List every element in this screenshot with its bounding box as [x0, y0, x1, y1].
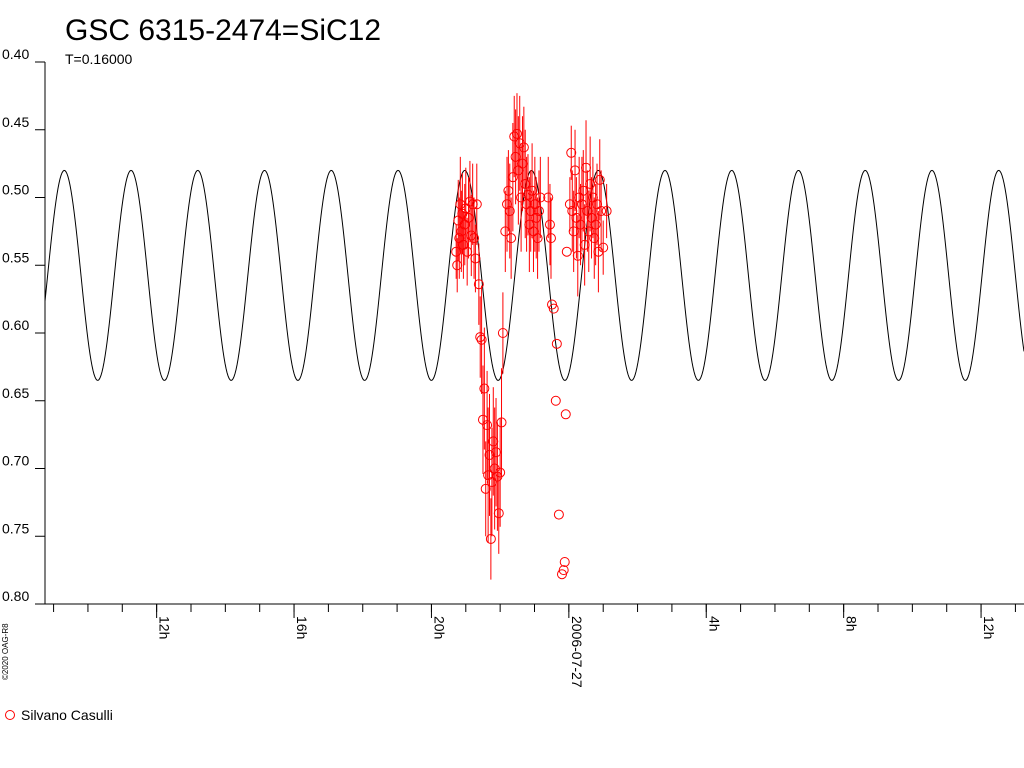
data-point — [544, 219, 555, 230]
data-point — [511, 128, 522, 139]
data-point — [479, 383, 490, 394]
data-point — [480, 483, 491, 494]
chart-title: GSC 6315-2474=SiC12 — [65, 14, 381, 47]
y-tick-label: 0.75 — [2, 520, 29, 536]
data-point — [594, 174, 605, 185]
data-point — [497, 328, 508, 338]
x-tick-label: 4h — [706, 616, 722, 632]
data-point — [484, 449, 495, 460]
data-point — [535, 192, 546, 203]
data-point — [493, 508, 504, 519]
data-point — [572, 250, 583, 261]
data-point — [518, 142, 529, 153]
x-tick-label: 8h — [844, 616, 860, 632]
data-point — [482, 420, 493, 431]
data-point — [504, 206, 515, 217]
data-point — [533, 206, 544, 217]
copyright: ©2020 OAG-R8 — [1, 623, 10, 680]
data-point — [543, 192, 554, 203]
data-point — [545, 233, 556, 244]
y-tick-label: 0.45 — [2, 114, 29, 130]
x-tick-label: 2006-07-27 — [569, 616, 585, 688]
data-point — [598, 242, 609, 253]
y-tick-label: 0.55 — [2, 249, 29, 265]
legend-marker — [5, 710, 15, 720]
data-point — [507, 172, 518, 183]
data-point — [506, 233, 517, 244]
x-tick-label: 16h — [294, 616, 310, 639]
data-point — [585, 178, 596, 189]
y-tick-label: 0.65 — [2, 385, 29, 401]
y-tick-label: 0.80 — [2, 588, 29, 604]
y-tick-label: 0.70 — [2, 453, 29, 469]
data-point — [469, 233, 480, 244]
data-point — [550, 395, 561, 406]
data-point — [476, 334, 487, 345]
data-point — [496, 417, 507, 428]
x-tick-label: 12h — [157, 616, 173, 639]
data-point — [532, 233, 543, 244]
data-point — [564, 199, 575, 210]
data-point — [548, 303, 559, 314]
data-point — [495, 467, 506, 478]
x-tick-label: 20h — [431, 616, 447, 639]
y-tick-label: 0.60 — [2, 317, 29, 333]
data-point — [566, 147, 577, 158]
data-point — [560, 409, 571, 420]
data-point — [561, 246, 572, 257]
data-point — [551, 338, 562, 349]
legend-label: Silvano Casulli — [21, 707, 113, 723]
data-point — [590, 219, 601, 230]
data-point — [553, 509, 564, 520]
data-point — [471, 199, 482, 210]
data-point — [559, 556, 570, 567]
data-point — [485, 533, 496, 544]
chart-subtitle: T=0.16000 — [65, 51, 133, 67]
y-tick-label: 0.50 — [2, 182, 29, 198]
data-point — [596, 206, 607, 217]
y-tick-label: 0.40 — [2, 46, 29, 62]
data-point — [470, 253, 481, 264]
data-point — [558, 565, 569, 576]
data-point — [473, 279, 484, 290]
x-tick-label: 12h — [981, 616, 997, 639]
data-point — [601, 206, 612, 217]
